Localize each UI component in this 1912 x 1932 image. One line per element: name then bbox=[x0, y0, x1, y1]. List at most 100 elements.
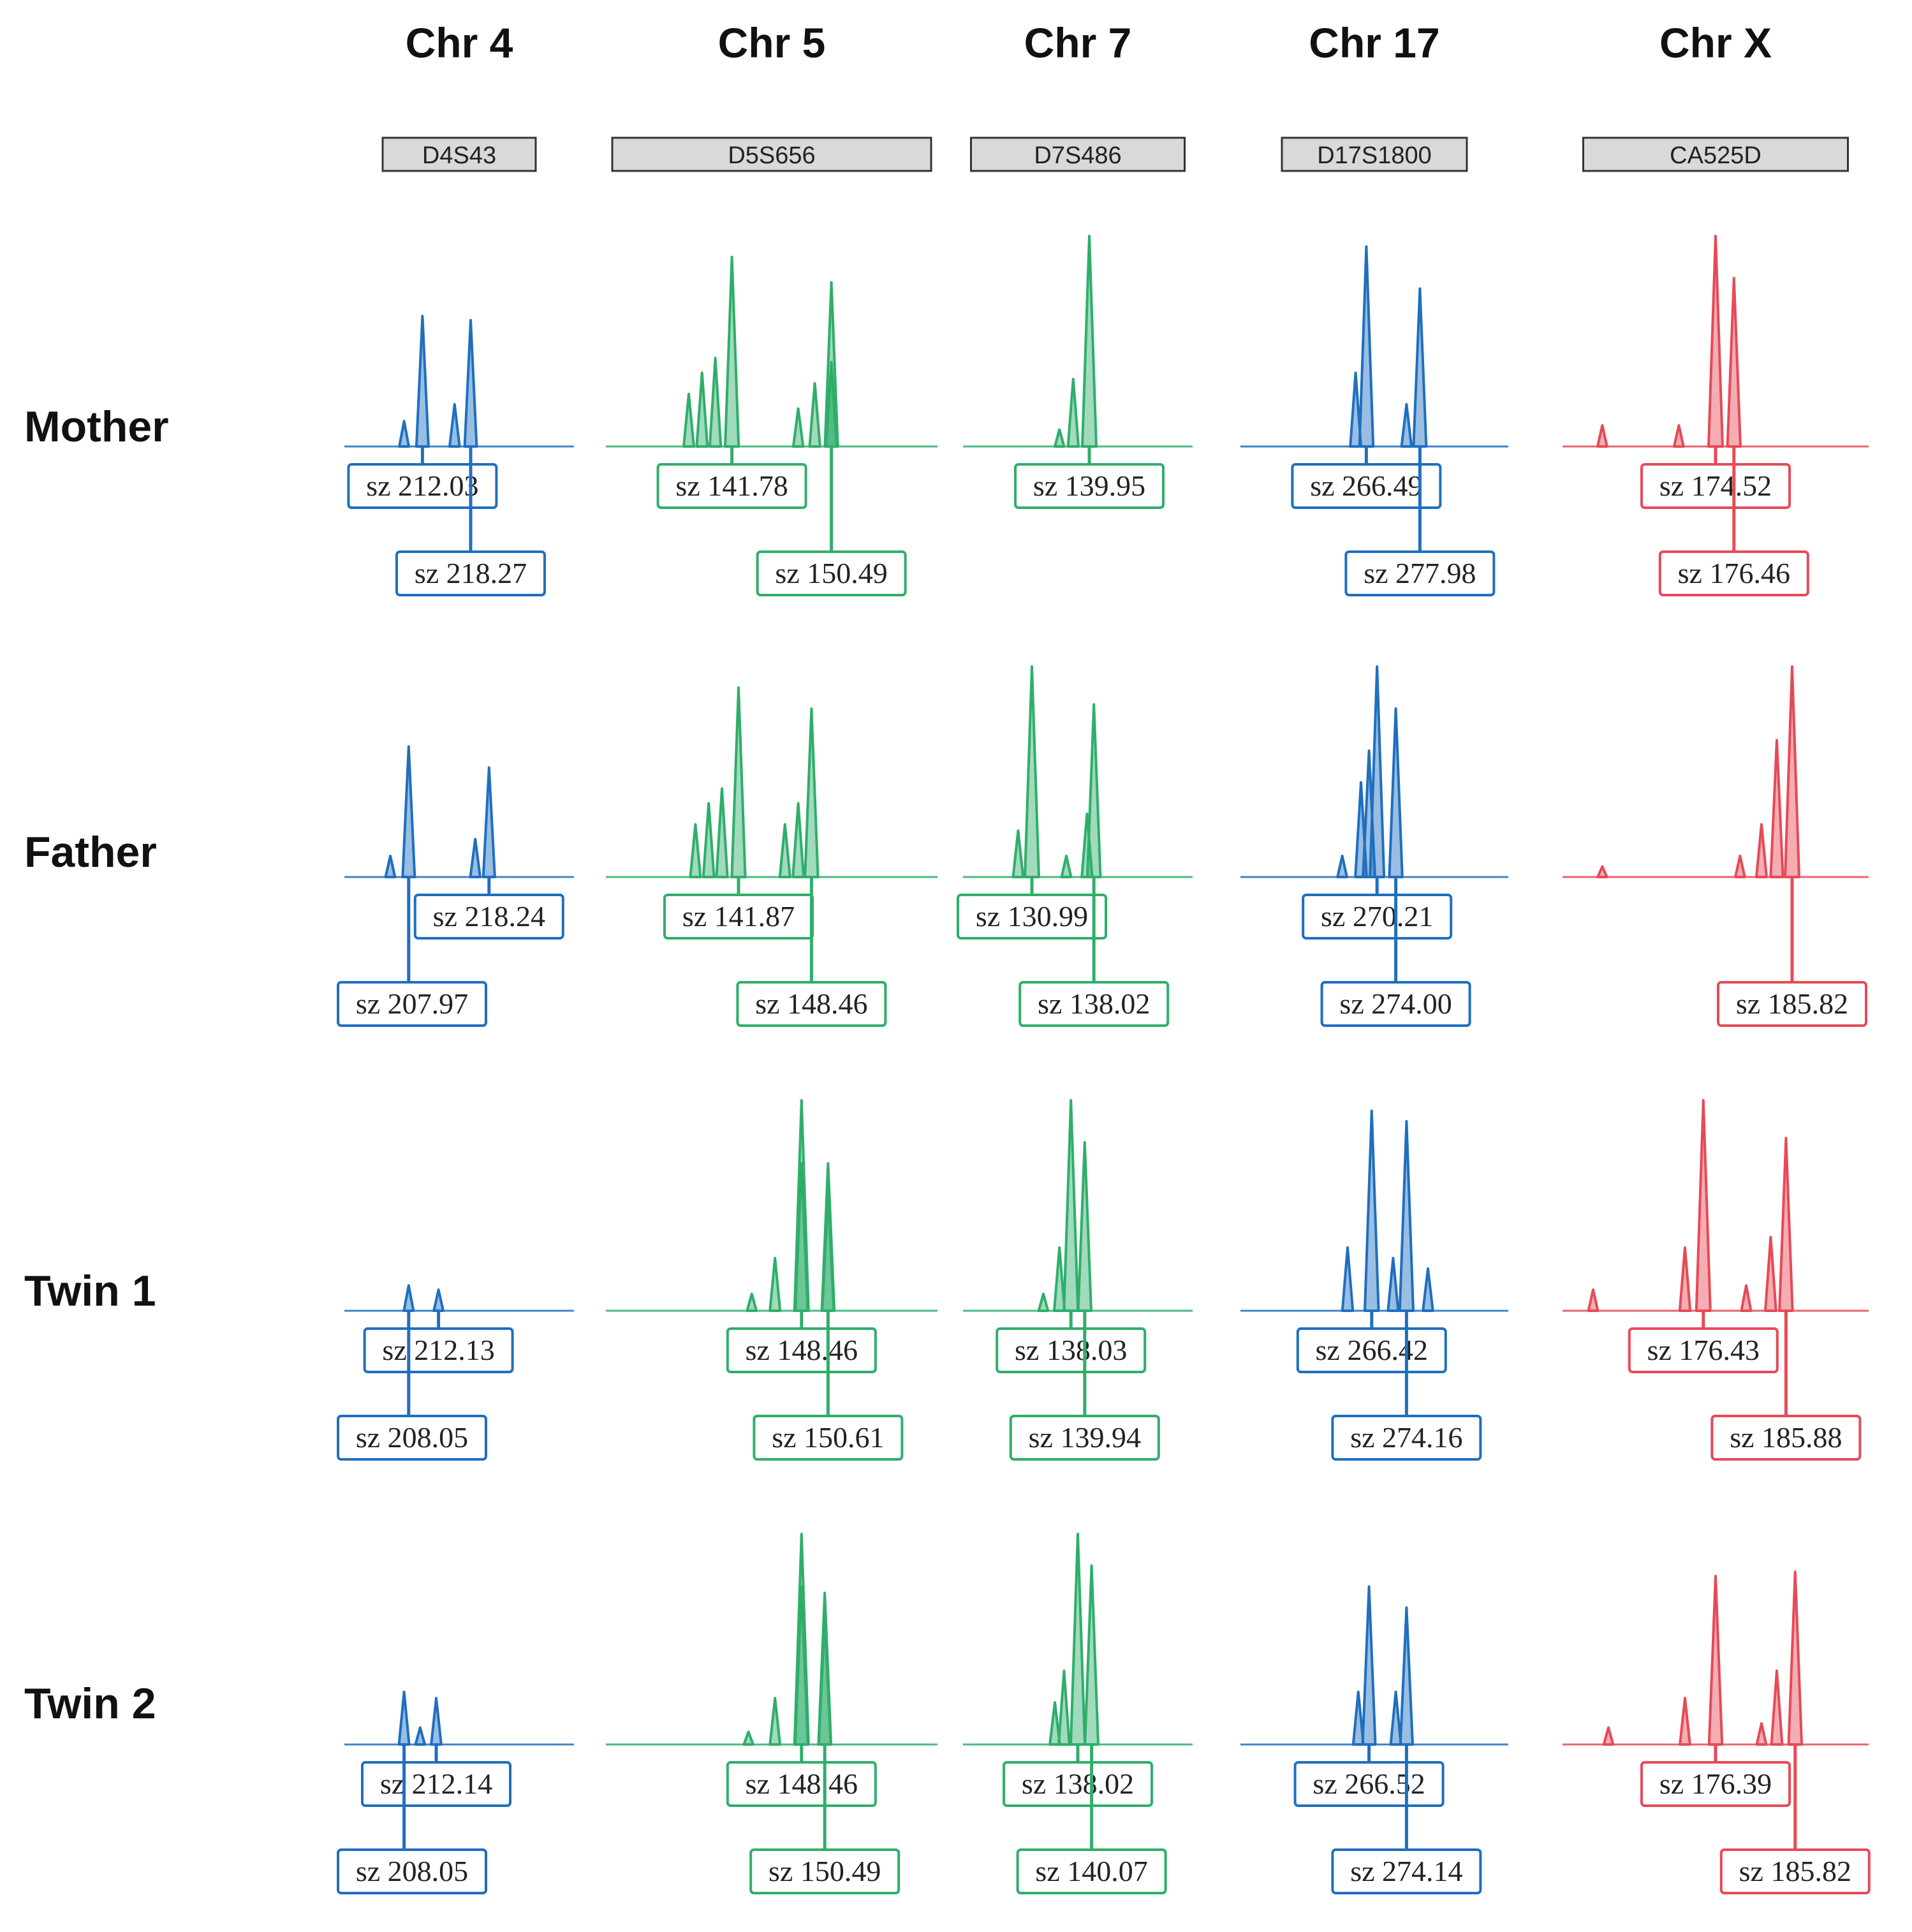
size-label-box bbox=[749, 1848, 901, 1894]
peak-2 bbox=[1358, 245, 1375, 448]
size-label-box bbox=[361, 1761, 511, 1807]
size-label-box bbox=[656, 463, 807, 509]
size-label-text: sz 138.02 bbox=[1038, 987, 1150, 1020]
peak-1 bbox=[1048, 1701, 1061, 1746]
size-label-text: sz 150.61 bbox=[772, 1421, 884, 1454]
peak-2 bbox=[1361, 1585, 1377, 1746]
peak-4 bbox=[1369, 665, 1386, 878]
peak-1 bbox=[1037, 1292, 1050, 1312]
size-label-text: sz 266.49 bbox=[1310, 469, 1422, 502]
peak-6 bbox=[1778, 1137, 1794, 1312]
peak-5 bbox=[1764, 1235, 1777, 1312]
peak-4 bbox=[730, 686, 747, 878]
size-label-box bbox=[1003, 1761, 1153, 1807]
peak-2 bbox=[1024, 665, 1040, 878]
peak-2 bbox=[702, 802, 716, 878]
peak-2 bbox=[695, 371, 709, 448]
size-label-text: sz 139.95 bbox=[1033, 469, 1145, 502]
marker-label-4: D17S1800 bbox=[1317, 142, 1432, 169]
size-label-text: sz 207.97 bbox=[356, 987, 468, 1020]
row-title-1: Mother bbox=[24, 402, 169, 451]
row-title-2: Father bbox=[24, 828, 157, 876]
peak-1 bbox=[384, 855, 397, 878]
size-label-text: sz 139.94 bbox=[1029, 1421, 1141, 1454]
electropherogram-cell-4-5: sz 176.39 sz 185.82 bbox=[1563, 1570, 1871, 1894]
peak-3 bbox=[430, 1697, 443, 1746]
size-label-text: sz 176.43 bbox=[1647, 1334, 1760, 1366]
peak-2 bbox=[1057, 1669, 1071, 1746]
peak-7 bbox=[804, 707, 820, 878]
electropherogram-cell-3-4: sz 266.42 sz 274.16 bbox=[1240, 1109, 1508, 1461]
size-label-text: sz 277.98 bbox=[1364, 557, 1476, 589]
size-label-box bbox=[337, 1415, 487, 1461]
peak-1 bbox=[397, 1690, 411, 1746]
size-label-text: sz 185.82 bbox=[1739, 1855, 1851, 1887]
peak-1 bbox=[1011, 829, 1025, 878]
marker-label-2: D5S656 bbox=[728, 142, 815, 169]
peak-2 bbox=[414, 1726, 427, 1746]
marker-box-1 bbox=[381, 136, 537, 172]
electropherogram-cell-2-5: sz 185.82 bbox=[1563, 665, 1869, 1027]
peak-4 bbox=[1769, 739, 1784, 878]
size-label-text: sz 274.00 bbox=[1339, 987, 1452, 1020]
peak-1 bbox=[1053, 428, 1066, 448]
peak-2 bbox=[1734, 855, 1746, 878]
size-label-text: sz 148.46 bbox=[746, 1767, 858, 1800]
peak-3 bbox=[1389, 1690, 1402, 1746]
peak-6 bbox=[808, 382, 821, 448]
size-label-text: sz 212.14 bbox=[380, 1767, 492, 1800]
electropherogram-cell-4-4: sz 266.52 sz 274.14 bbox=[1240, 1585, 1508, 1894]
peak-3 bbox=[448, 403, 461, 448]
size-label-box bbox=[1009, 1415, 1160, 1461]
size-label-text: sz 212.13 bbox=[382, 1334, 494, 1366]
peak-5 bbox=[1770, 1669, 1784, 1746]
peak-3 bbox=[1063, 1099, 1080, 1312]
peak-3 bbox=[1070, 1533, 1086, 1746]
size-label-text: sz 274.16 bbox=[1350, 1421, 1462, 1454]
column-title-5: Chr X bbox=[1659, 19, 1772, 66]
column-title-1: Chr 4 bbox=[406, 19, 513, 66]
electropherogram-cell-1-2: sz 141.78 sz 150.49 bbox=[606, 256, 938, 596]
size-label-text: sz 266.52 bbox=[1313, 1767, 1425, 1800]
size-label-box bbox=[395, 550, 546, 596]
row-title-3: Twin 1 bbox=[24, 1267, 156, 1315]
peak-4 bbox=[724, 256, 740, 448]
peak-1 bbox=[1587, 1288, 1599, 1312]
size-label-text: sz 176.46 bbox=[1678, 557, 1790, 589]
electropherogram-cell-1-1: sz 212.03 sz 218.27 bbox=[344, 314, 574, 596]
size-label-text: sz 138.02 bbox=[1022, 1767, 1134, 1800]
peak-4 bbox=[1740, 1284, 1753, 1312]
electropherogram-cell-2-2: sz 141.87 sz 148.46 bbox=[606, 686, 938, 1027]
size-label-text: sz 218.27 bbox=[415, 557, 527, 589]
peak-6 bbox=[791, 802, 805, 878]
size-label-box bbox=[726, 1761, 877, 1807]
peak-1 bbox=[1596, 865, 1608, 878]
peak-2 bbox=[415, 314, 430, 448]
marker-label-3: D7S486 bbox=[1034, 142, 1121, 169]
peak-5 bbox=[1784, 665, 1800, 878]
size-label-text: sz 138.03 bbox=[1015, 1334, 1127, 1366]
peak-3 bbox=[708, 357, 723, 448]
peak-2 bbox=[1053, 1246, 1066, 1312]
peak-5 bbox=[1422, 1267, 1434, 1312]
peak-2 bbox=[432, 1288, 445, 1312]
marker-box-4 bbox=[1281, 136, 1468, 172]
size-label-box bbox=[1331, 1848, 1482, 1894]
size-label-box bbox=[756, 550, 907, 596]
size-label-box bbox=[1014, 463, 1165, 509]
size-label-box bbox=[1016, 1848, 1167, 1894]
peak-5 bbox=[778, 823, 791, 878]
electropherogram-cell-3-3: sz 138.03 sz 139.94 bbox=[963, 1099, 1193, 1461]
size-label-box bbox=[1302, 894, 1453, 940]
size-label-text: sz 141.78 bbox=[675, 469, 788, 502]
peak-4 bbox=[1399, 1606, 1414, 1746]
column-title-2: Chr 5 bbox=[718, 19, 826, 66]
peak-4 bbox=[793, 1099, 810, 1312]
peak-2 bbox=[1066, 378, 1080, 448]
size-label-text: sz 266.42 bbox=[1316, 1334, 1428, 1366]
peak-6 bbox=[820, 1162, 836, 1312]
electropherogram-cell-3-2: sz 148.46 sz 150.61 bbox=[606, 1099, 938, 1461]
marker-label-1: D4S43 bbox=[422, 142, 496, 169]
marker-label-5: CA525D bbox=[1670, 142, 1761, 169]
